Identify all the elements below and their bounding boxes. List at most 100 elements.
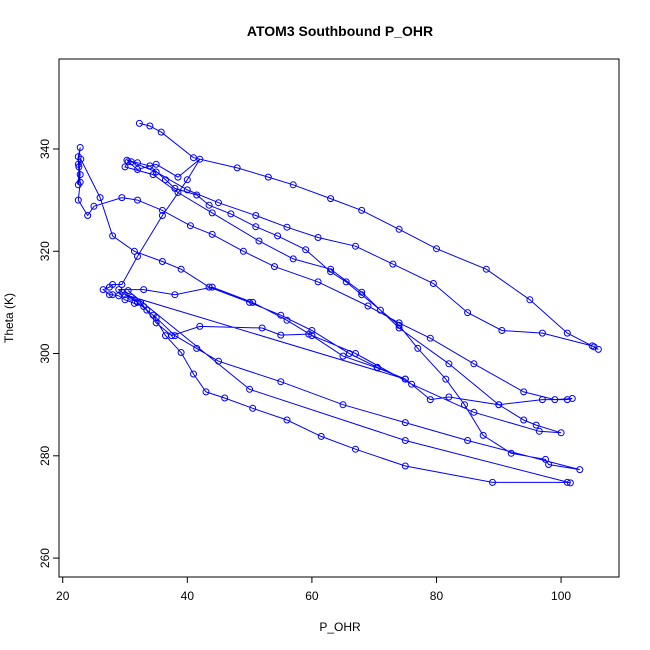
data-point [183,176,191,184]
data-point [134,252,141,260]
data-point [196,155,204,163]
data-point [401,375,409,383]
data-point [152,319,160,327]
data-point [314,234,322,241]
data-point [124,158,132,166]
data-point [576,466,584,474]
data-point [162,332,169,340]
data-point [352,242,359,250]
data-point [442,375,450,383]
y-tick-label: 320 [38,241,52,261]
data-point [520,416,528,424]
data-point [345,350,353,357]
data-point [395,319,403,327]
data-point [140,286,148,294]
data-point [177,265,185,273]
data-point [342,278,350,286]
data-point [566,479,574,487]
data-point [588,342,596,350]
data-point [239,247,247,255]
data-point [464,437,472,444]
data-point [84,212,92,219]
y-tick-label: 340 [38,139,52,159]
data-point [118,194,126,202]
data-point [283,223,291,231]
data-point [208,283,216,291]
data-point [76,171,84,179]
data-point [146,122,154,130]
data-point [507,449,515,457]
data-point [149,311,157,319]
series-layer [74,119,602,487]
data-point [401,437,409,444]
data-point [426,334,434,342]
data-point [174,189,182,196]
data-point [489,478,496,486]
data-point [495,401,503,409]
data-point [190,154,197,162]
y-tick-label: 280 [38,445,52,465]
data-point [190,370,197,378]
data-point [358,288,366,296]
data-point [134,159,141,167]
data-point [339,401,347,409]
data-point [106,291,113,299]
data-point [358,206,366,214]
data-point [124,287,132,295]
data-point [283,416,291,424]
data-point [109,232,117,240]
data-point [339,352,347,360]
data-point [408,380,416,388]
data-point [538,329,546,337]
data-point [227,210,235,218]
data-point [121,296,129,304]
data-point [545,461,553,468]
data-point [264,173,272,181]
data-point [482,265,490,273]
x-tick-label: 100 [551,589,571,603]
data-point [358,291,366,299]
data-point [208,230,216,238]
data-point [258,324,266,332]
data-point [327,268,335,276]
data-point [157,128,165,136]
data-point [314,278,322,286]
data-point [470,408,478,416]
data-point [121,163,129,171]
data-point [96,194,104,202]
data-point [252,212,260,219]
data-point [205,283,213,291]
data-point [130,247,138,255]
data-point [464,309,472,317]
data-point [563,329,571,337]
data-point [327,195,335,203]
data-point [215,199,222,207]
data-point [118,281,126,288]
data-point [395,321,403,329]
data-point [557,429,565,437]
data-point [233,164,241,172]
data-point [364,302,372,310]
data-point [196,322,204,330]
x-axis: 20 40 60 80 100 [56,576,571,603]
data-point [127,293,135,301]
data-point [109,281,117,288]
data-point [373,363,381,371]
data-point [401,462,409,470]
data-point [520,388,528,396]
data-point [158,212,166,219]
data-point [246,385,254,393]
data-point [208,209,216,217]
data-point [134,298,141,306]
y-tick-label: 300 [38,343,52,363]
data-point [158,206,166,214]
data-point [255,237,263,245]
data-point [445,393,453,401]
data-point [594,345,602,353]
data-point [149,171,157,179]
data-point [352,445,359,453]
data-point [277,311,285,319]
data-point [75,163,83,171]
data-point [174,173,182,181]
